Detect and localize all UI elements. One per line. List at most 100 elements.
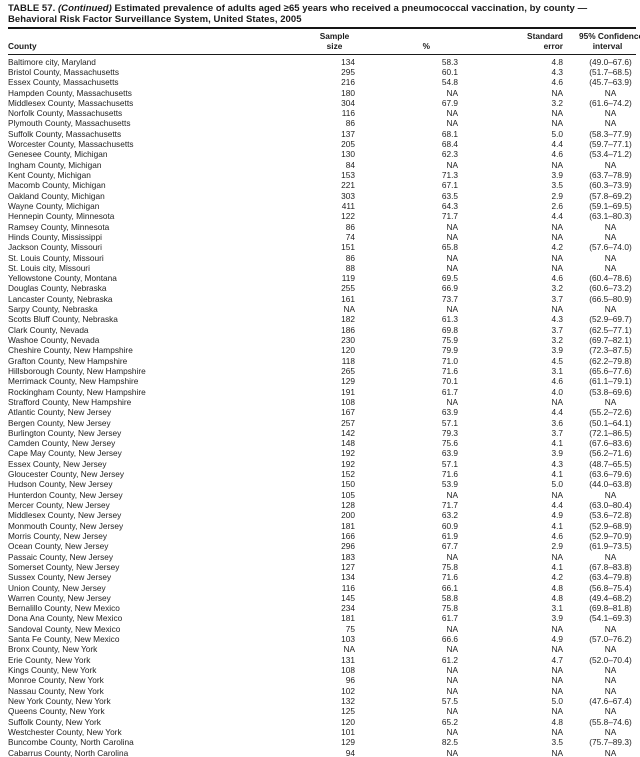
percent-cell: 68.4 [441,139,458,150]
standard-error-cell: 4.1 [551,469,563,480]
sample-size-cell: 116 [341,108,355,119]
confidence-interval-cell: NA [604,159,617,170]
confidence-interval-cell: (60.6–73.2) [589,283,632,294]
column-header-percent: % [355,29,458,55]
confidence-interval-cell: NA [604,685,617,696]
table-row: Westchester County, New York 101 NA NA NA [8,727,636,737]
standard-error-cell: 4.1 [551,520,563,531]
table-row: Morris County, New Jersey 166 61.9 4.6 (52.9… [8,531,636,541]
county-cell: Cape May County, New Jersey [8,448,122,459]
confidence-interval-cell: NA [604,706,617,717]
confidence-interval-cell: (69.7–82.1) [589,335,632,346]
percent-cell: 69.5 [441,273,458,284]
confidence-interval-cell: NA [604,726,617,737]
sample-size-cell: NA [343,644,355,655]
county-cell: Nassau County, New York [8,685,104,696]
sample-size-cell: 191 [341,386,355,397]
percent-cell: 61.7 [441,386,458,397]
column-header-sample-line1: Sample [319,31,350,41]
standard-error-cell: 4.8 [551,716,563,727]
county-cell: Camden County, New Jersey [8,438,116,449]
county-cell: Oakland County, Michigan [8,190,105,201]
confidence-interval-cell: NA [604,623,617,634]
table-title: TABLE 57. (Continued) Estimated prevalen… [8,3,636,29]
confidence-interval-cell: (51.7–68.5) [589,66,632,77]
county-cell: Somerset County, New Jersey [8,561,120,572]
percent-cell: 75.9 [441,335,458,346]
sample-size-cell: 180 [341,87,355,98]
standard-error-cell: 4.1 [551,561,563,572]
table-title-line1: TABLE 57. (Continued) Estimated prevalen… [8,3,636,14]
table-row: Merrimack County, New Hampshire 129 70.1 4.… [8,376,636,386]
table-row: Macomb County, Michigan 221 67.1 3.5 (60.3–7… [8,180,636,190]
standard-error-cell: 3.7 [551,427,563,438]
standard-error-cell: 3.2 [551,335,563,346]
table-row: Suffolk County, New York 120 65.2 4.8 (55.8–… [8,717,636,727]
percent-cell: 61.9 [441,530,458,541]
sample-size-cell: 128 [341,500,355,511]
standard-error-cell: 4.4 [551,500,563,511]
sample-size-cell: 167 [341,407,355,418]
county-cell: Hillsborough County, New Hampshire [8,365,146,376]
sample-size-cell: 182 [341,314,355,325]
confidence-interval-cell: (59.1–69.5) [589,200,632,211]
standard-error-cell: 3.2 [551,97,563,108]
table-row: Cabarrus County, North Carolina 94 NA NA NA [8,748,636,757]
standard-error-cell: 4.4 [551,139,563,150]
table-number: TABLE 57. [8,3,56,14]
confidence-interval-cell: (49.4–68.2) [589,592,632,603]
table-row: Buncombe County, North Carolina 129 82.5 3.… [8,737,636,747]
table-row: Middlesex County, Massachusetts 304 67.9 3.… [8,98,636,108]
percent-cell: 63.9 [441,407,458,418]
county-cell: Merrimack County, New Hampshire [8,376,139,387]
table-row: St. Louis County, Missouri 86 NA NA NA [8,253,636,263]
confidence-interval-cell: NA [604,304,617,315]
sample-size-cell: 125 [341,706,355,717]
sample-size-cell: 230 [341,335,355,346]
sample-size-cell: 74 [345,231,355,242]
sample-size-cell: 304 [341,97,355,108]
table-row: Cheshire County, New Hampshire 120 79.9 3.9… [8,345,636,355]
percent-cell: 75.6 [441,438,458,449]
confidence-interval-cell: (56.8–75.4) [589,582,632,593]
sample-size-cell: 134 [341,572,355,583]
percent-cell: 71.6 [441,572,458,583]
table-row: Somerset County, New Jersey 127 75.8 4.1 (67… [8,562,636,572]
county-cell: Lancaster County, Nebraska [8,293,113,304]
confidence-interval-cell: NA [604,118,617,129]
table-row: Baltimore city, Maryland 134 58.3 4.8 (49.0–… [8,57,636,67]
percent-cell: 62.3 [441,149,458,160]
percent-cell: 54.8 [441,77,458,88]
standard-error-cell: 4.0 [551,386,563,397]
table-row: Mercer County, New Jersey 128 71.7 4.4 (63.0… [8,500,636,510]
standard-error-cell: 2.6 [551,200,563,211]
county-cell: Hudson County, New Jersey [8,479,113,490]
column-header-ci-line1: 95% Confidence [579,31,640,41]
standard-error-cell: 4.3 [551,314,563,325]
percent-cell: NA [446,644,458,655]
standard-error-cell: 4.1 [551,438,563,449]
percent-cell: 66.9 [441,283,458,294]
confidence-interval-cell: (52.9–70.9) [589,530,632,541]
confidence-interval-cell: (48.7–65.5) [589,458,632,469]
standard-error-cell: 4.8 [551,56,563,67]
percent-cell: 60.9 [441,520,458,531]
table-row: Scotts Bluff County, Nebraska 182 61.3 4.3 (… [8,314,636,324]
percent-cell: 75.8 [441,561,458,572]
sample-size-cell: 145 [341,592,355,603]
table-row: Sussex County, New Jersey 134 71.6 4.2 (63.4… [8,572,636,582]
county-cell: Suffolk County, New York [8,716,101,727]
county-cell: St. Louis city, Missouri [8,262,90,273]
sample-size-cell: 108 [341,665,355,676]
table-row: Bristol County, Massachusetts 295 60.1 4.3 (… [8,67,636,77]
sample-size-cell: 296 [341,541,355,552]
percent-cell: 73.7 [441,293,458,304]
sample-size-cell: 101 [341,726,355,737]
table-title-line2: Behavioral Risk Factor Surveillance Syst… [8,14,302,25]
sample-size-cell: 96 [345,675,355,686]
table-row: Erie County, New York 131 61.2 4.7 (52.0–70.… [8,655,636,665]
county-cell: Sussex County, New Jersey [8,572,112,583]
table-row: Middlesex County, New Jersey 200 63.2 4.9 (5… [8,510,636,520]
county-cell: Dona Ana County, New Mexico [8,613,123,624]
standard-error-cell: 4.4 [551,211,563,222]
